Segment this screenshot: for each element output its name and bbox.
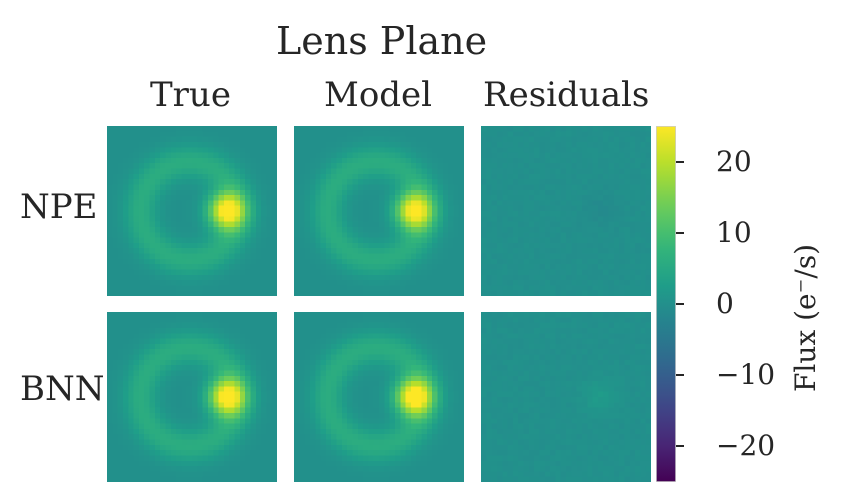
colorbar-tick-mark [676, 303, 684, 305]
heatmap-panel-bnn-model [294, 312, 464, 482]
heatmap-panel-bnn-residuals [481, 312, 651, 482]
colorbar-tick-mark [676, 445, 684, 448]
heatmap-panel-bnn-true [107, 312, 277, 482]
colorbar-tick-mark [676, 374, 684, 377]
heatmap-panel-npe-residuals [481, 126, 651, 296]
column-title-residuals: Residuals [483, 75, 650, 115]
row-label-npe: NPE [20, 187, 98, 227]
heatmap-panel-npe-model [294, 126, 464, 296]
colorbar-tick-mark [676, 160, 684, 163]
row-label-bnn: BNN [20, 369, 105, 409]
colorbar-tick-label: 0 [716, 287, 734, 320]
colorbar-tick-label: 10 [716, 215, 752, 249]
colorbar [656, 126, 676, 482]
column-title-model: Model [324, 75, 433, 115]
colorbar-tick-label: 20 [716, 144, 752, 178]
heatmap-panel-npe-true [107, 126, 277, 296]
colorbar-tick-label: −10 [716, 358, 776, 392]
column-title-true: True [150, 75, 231, 115]
colorbar-tick-mark [676, 231, 684, 234]
colorbar-label: Flux (e⁻/s) [789, 243, 822, 392]
figure-title: Lens Plane [276, 19, 488, 63]
colorbar-tick-label: −20 [716, 429, 776, 463]
